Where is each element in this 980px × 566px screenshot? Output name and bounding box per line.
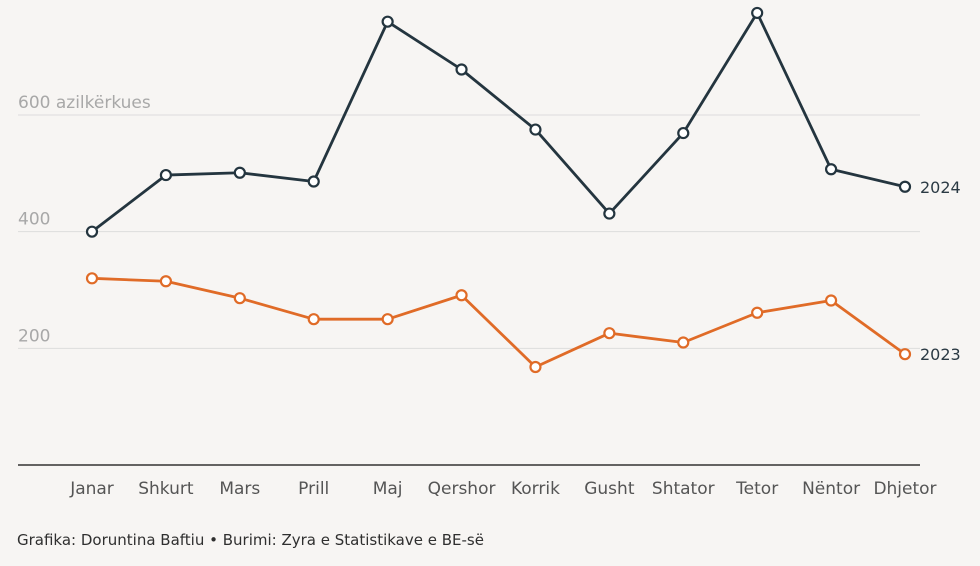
data-point-2023 <box>159 275 173 288</box>
data-point-2023 <box>455 289 468 302</box>
data-point-2023 <box>603 327 616 340</box>
data-point-2024 <box>233 166 246 179</box>
data-point-2024 <box>159 168 173 182</box>
series-line-2024 <box>91 11 906 233</box>
series-label-2023: 2023 <box>920 345 961 364</box>
data-point-2024 <box>455 63 468 76</box>
y-tick-label: 400 <box>18 210 50 230</box>
x-tick-label: Mars <box>219 479 260 499</box>
axis-labels: 600 azilkërkues 400 200 Janar Shkurt Mars Pril… <box>18 93 961 499</box>
x-tick-label: Shtator <box>652 479 715 499</box>
data-point-2024 <box>898 180 912 193</box>
data-point-2024 <box>381 15 394 28</box>
data-point-2024 <box>824 163 838 176</box>
x-tick-label: Korrik <box>511 479 560 499</box>
x-tick-label: Tetor <box>735 479 778 499</box>
data-point-2024 <box>751 6 764 20</box>
data-point-2024 <box>603 207 616 220</box>
x-tick-label: Prill <box>298 479 329 499</box>
data-point-2024 <box>307 175 320 188</box>
series-markers <box>85 6 912 374</box>
x-tick-label: Gusht <box>584 479 635 499</box>
data-point-2023 <box>677 336 690 349</box>
footer-credit: Grafika: Doruntina Baftiu • Burimi: Zyra… <box>17 531 484 549</box>
series-lines <box>91 11 906 369</box>
data-point-2023 <box>751 306 764 319</box>
x-tick-label: Nëntor <box>802 479 860 499</box>
data-point-2024 <box>529 123 542 136</box>
x-tick-label: Maj <box>373 479 403 499</box>
data-point-2023 <box>898 348 912 361</box>
data-point-2023 <box>529 360 542 374</box>
series-label-2024: 2024 <box>920 178 961 197</box>
data-point-2023 <box>307 313 320 326</box>
x-tick-label: Shkurt <box>138 479 194 499</box>
data-point-2023 <box>85 272 99 285</box>
series-line-2023 <box>91 276 906 369</box>
x-tick-label: Janar <box>69 479 114 499</box>
data-point-2023 <box>381 313 394 326</box>
data-point-2023 <box>824 294 838 307</box>
data-point-2024 <box>677 126 690 140</box>
y-tick-label: 600 azilkërkues <box>18 93 151 113</box>
x-tick-label: Dhjetor <box>873 479 936 499</box>
data-point-2023 <box>233 292 246 305</box>
gridlines <box>18 114 920 466</box>
x-tick-label: Qershor <box>428 479 496 499</box>
data-point-2024 <box>85 225 99 238</box>
y-tick-label: 200 <box>18 326 50 346</box>
